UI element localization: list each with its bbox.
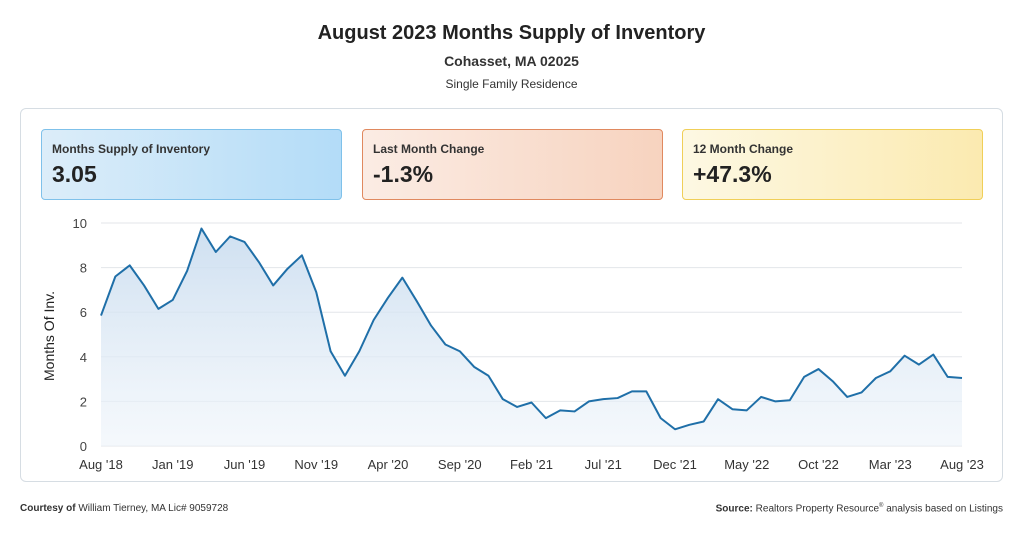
twelve-month-change-label: 12 Month Change [693, 142, 794, 156]
series-line-path [100, 227, 963, 431]
y-tick-label: 0 [80, 439, 87, 454]
x-tick-label: Sep '20 [438, 457, 482, 472]
area-fill [101, 228, 962, 446]
last-month-change-card: Last Month Change -1.3% [362, 129, 663, 200]
x-tick-label: Aug '18 [79, 457, 123, 472]
x-tick-label: Apr '20 [368, 457, 409, 472]
source-text-1: Realtors Property Resource [755, 503, 880, 515]
x-tick-label: Mar '23 [869, 457, 912, 472]
x-tick-label: Jul '21 [585, 457, 622, 472]
months-supply-label: Months Supply of Inventory [52, 142, 210, 156]
source-label: Source: [715, 503, 753, 515]
registered-mark: ® [879, 503, 884, 509]
courtesy-text: William Tierney, MA Lic# 9059728 [78, 503, 229, 514]
months-supply-card: Months Supply of Inventory 3.05 [41, 129, 342, 200]
property-type-subtitle: Single Family Residence [445, 77, 578, 91]
courtesy-footer: Courtesy of William Tierney, MA Lic# 905… [20, 503, 228, 514]
y-tick-label: 8 [80, 261, 87, 276]
courtesy-label: Courtesy of [20, 503, 76, 514]
y-tick-label: 4 [80, 350, 87, 365]
x-tick-label: Nov '19 [294, 457, 338, 472]
x-tick-label: Feb '21 [510, 457, 553, 472]
y-tick-label: 2 [80, 394, 87, 409]
twelve-month-change-card: 12 Month Change +47.3% [682, 129, 983, 200]
months-supply-value: 3.05 [52, 161, 97, 187]
y-axis-label: Months Of Inv. [41, 291, 57, 381]
x-tick-label: Oct '22 [798, 457, 839, 472]
last-month-change-value: -1.3% [373, 161, 434, 187]
y-axis-ticks: 0 2 4 6 8 10 [73, 216, 87, 454]
x-axis-ticks: Aug '18 Jan '19 Jun '19 Nov '19 Apr '20 Sep '… [79, 457, 984, 472]
y-tick-label: 6 [80, 305, 87, 320]
source-text-2: analysis based on Listings [883, 503, 1003, 515]
series-line [100, 227, 963, 431]
last-month-change-label: Last Month Change [373, 142, 485, 156]
page-title: August 2023 Months Supply of Inventory [317, 22, 706, 44]
x-tick-label: Jan '19 [152, 457, 194, 472]
area-path [101, 228, 962, 446]
x-tick-label: Dec '21 [653, 457, 697, 472]
x-tick-label: Aug '23 [940, 457, 984, 472]
source-footer: Source: Realtors Property Resource® anal… [716, 503, 1003, 514]
twelve-month-change-value: +47.3% [693, 161, 772, 187]
location-subtitle: Cohasset, MA 02025 [444, 53, 579, 69]
x-tick-label: May '22 [724, 457, 769, 472]
y-tick-label: 10 [73, 216, 87, 231]
x-tick-label: Jun '19 [224, 457, 266, 472]
